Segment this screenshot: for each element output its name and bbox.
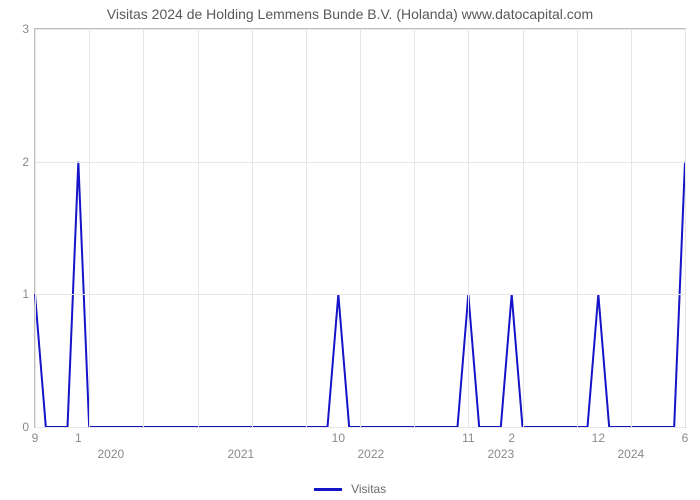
x-major-label: 2020 (97, 427, 124, 461)
gridline-vertical (523, 29, 524, 427)
x-major-label: 2022 (357, 427, 384, 461)
gridline-vertical (143, 29, 144, 427)
gridline-vertical (35, 29, 36, 427)
gridline-vertical (468, 29, 469, 427)
x-minor-label: 6 (682, 427, 689, 445)
gridline-vertical (685, 29, 686, 427)
y-tick-label: 2 (22, 155, 35, 169)
legend-label: Visitas (351, 482, 386, 496)
gridline-vertical (360, 29, 361, 427)
gridline-horizontal (35, 29, 685, 30)
x-minor-label: 11 (462, 427, 474, 445)
chart-title: Visitas 2024 de Holding Lemmens Bunde B.… (0, 6, 700, 22)
gridline-vertical (89, 29, 90, 427)
plot-area: 0123911011212620202021202220232024 (34, 28, 686, 428)
x-minor-label: 9 (32, 427, 39, 445)
y-tick-label: 1 (22, 287, 35, 301)
gridline-vertical (252, 29, 253, 427)
x-major-label: 2023 (487, 427, 514, 461)
y-tick-label: 3 (22, 22, 35, 36)
gridline-vertical (198, 29, 199, 427)
gridline-vertical (306, 29, 307, 427)
x-minor-label: 12 (592, 427, 605, 445)
gridline-vertical (631, 29, 632, 427)
legend-swatch (314, 488, 342, 491)
gridline-vertical (577, 29, 578, 427)
gridline-horizontal (35, 294, 685, 295)
legend: Visitas (0, 482, 700, 496)
x-minor-label: 1 (75, 427, 82, 445)
gridline-vertical (414, 29, 415, 427)
x-major-label: 2021 (227, 427, 254, 461)
x-major-label: 2024 (617, 427, 644, 461)
x-minor-label: 10 (332, 427, 345, 445)
gridline-horizontal (35, 162, 685, 163)
